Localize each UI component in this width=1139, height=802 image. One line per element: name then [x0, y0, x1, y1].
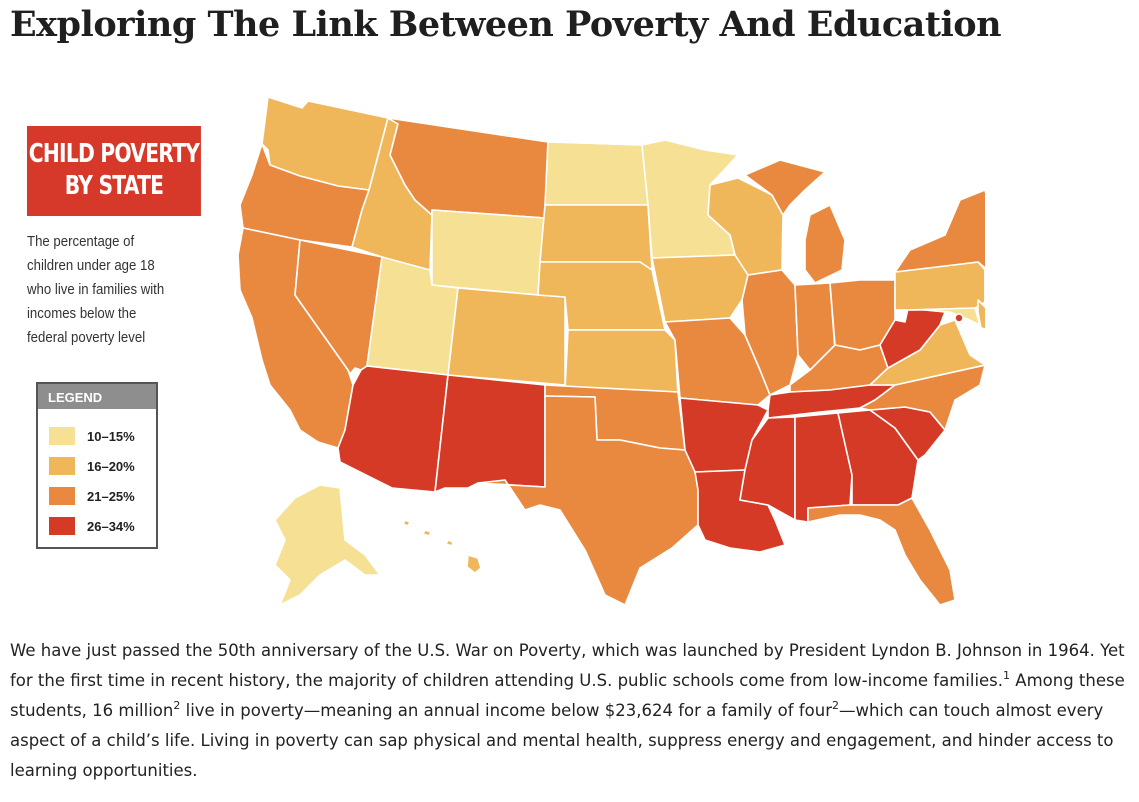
map-description: The percentage of children under age 18 … [27, 233, 165, 346]
legend-item: 10–15% [49, 427, 135, 445]
state-wyoming [431, 209, 546, 296]
legend: LEGEND 10–15% 16–20% 21–25% 26–34% [36, 382, 158, 549]
heading-line-1: CHILD POVERTY [28, 139, 200, 169]
state-delaware [977, 299, 985, 330]
child-poverty-heading: CHILD POVERTY BY STATE [27, 126, 201, 216]
article-text-2: Among these students, 16 million [10, 671, 1125, 720]
state-new-mexico [434, 374, 546, 493]
district-of-columbia [954, 313, 964, 323]
legend-swatch [49, 517, 75, 535]
state-north-carolina [859, 364, 985, 431]
us-child-poverty-map [237, 96, 985, 606]
article-text-3: live in poverty—meaning an annual income… [180, 701, 832, 720]
state-hawaii [402, 519, 482, 574]
state-north-dakota [544, 141, 649, 206]
state-florida [807, 497, 956, 606]
legend-item: 16–20% [49, 457, 135, 475]
state-mississippi [739, 416, 796, 521]
legend-label: 26–34% [87, 518, 135, 534]
state-michigan [744, 159, 846, 284]
state-arizona [337, 365, 449, 493]
legend-label: 21–25% [87, 488, 135, 504]
legend-label: 16–20% [87, 458, 135, 474]
article-text-1: We have just passed the 50th anniversary… [10, 641, 1125, 690]
state-maryland [909, 307, 981, 326]
state-iowa [651, 254, 749, 323]
footnote-ref-1[interactable]: 1 [1003, 669, 1011, 682]
legend-swatch [49, 427, 75, 445]
state-illinois [741, 269, 799, 396]
state-new-york [894, 189, 985, 273]
legend-item: 21–25% [49, 487, 135, 505]
page-title: Exploring The Link Between Poverty And E… [10, 4, 1002, 45]
footnote-ref-3[interactable]: 2 [831, 699, 839, 712]
legend-item: 26–34% [49, 517, 135, 535]
footnote-ref-2[interactable]: 2 [173, 699, 181, 712]
state-colorado [447, 287, 566, 386]
heading-line-2: BY STATE [64, 171, 164, 201]
state-kansas [564, 329, 679, 396]
state-south-dakota [539, 204, 653, 271]
article-text-4: —which can touch almost every aspect of … [10, 701, 1114, 780]
state-texas [477, 395, 699, 606]
article-paragraph: We have just passed the 50th anniversary… [10, 636, 1135, 786]
legend-swatch [49, 457, 75, 475]
legend-title: LEGEND [38, 384, 156, 409]
legend-swatch [49, 487, 75, 505]
legend-label: 10–15% [87, 428, 135, 444]
state-alaska [274, 484, 381, 606]
